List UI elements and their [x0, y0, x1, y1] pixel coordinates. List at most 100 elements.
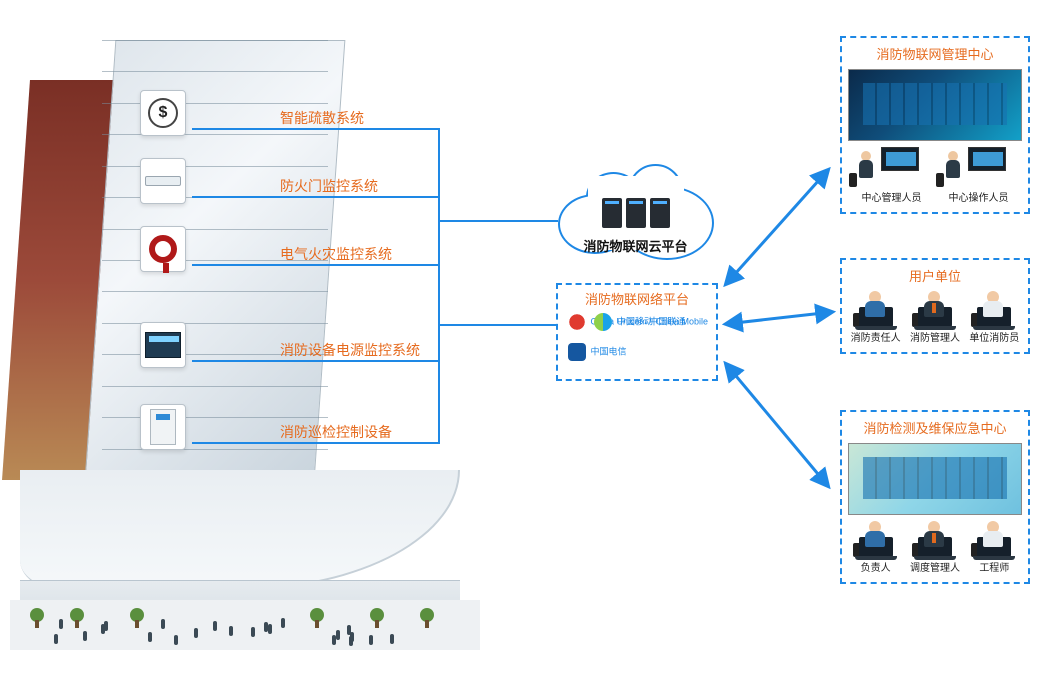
- tree-icon: [70, 608, 84, 622]
- body-icon: [983, 301, 1003, 317]
- body-icon: [924, 301, 944, 317]
- desk-row: 中心管理人员中心操作人员: [848, 147, 1022, 204]
- carrier-cmcc: 中国移动 China Mobile: [594, 313, 708, 331]
- tree-icon: [30, 608, 44, 622]
- panel-title: 消防检测及维保应急中心: [848, 418, 1022, 437]
- desk-figure: [855, 147, 929, 187]
- person-icon: [213, 621, 217, 631]
- role: 消防责任人: [850, 291, 902, 344]
- cloud-label: 消防物联网云平台: [558, 236, 713, 255]
- floor-line: [102, 291, 328, 292]
- floor-line: [102, 103, 328, 104]
- device-power-monitor: [140, 322, 186, 368]
- floor-line: [102, 134, 328, 135]
- floor-line: [102, 417, 328, 418]
- server-icon: [626, 198, 646, 228]
- cmcc-icon: [594, 313, 612, 331]
- exit-dollar-icon: $: [148, 98, 178, 128]
- person-icon: [83, 631, 87, 641]
- role: 消防管理人: [909, 291, 961, 344]
- system-underline: [192, 360, 438, 362]
- person-icon: [390, 634, 394, 644]
- cabinet-icon: [150, 409, 176, 445]
- role-caption: 工程师: [979, 559, 1009, 574]
- floor-line: [102, 323, 328, 324]
- double-arrow: [726, 170, 828, 284]
- phone-icon: [936, 173, 944, 187]
- role-caption: 消防管理人: [910, 329, 960, 344]
- floor-line: [102, 40, 328, 41]
- device-electrical-fire: [140, 226, 186, 272]
- person-icon: [229, 626, 233, 636]
- cloud-platform: 消防物联网云平台: [558, 168, 713, 263]
- system-label: 消防设备电源监控系统: [280, 340, 420, 360]
- person-icon: [161, 619, 165, 629]
- person-icon: [148, 632, 152, 642]
- role-figure: [971, 521, 1017, 557]
- ct-icon: [568, 343, 586, 361]
- system-underline: [192, 442, 438, 444]
- body-icon: [924, 531, 944, 547]
- person-icon: [251, 627, 255, 637]
- role-caption: 调度管理人: [910, 559, 960, 574]
- floor-line: [102, 166, 328, 167]
- role: 中心管理人员: [855, 147, 929, 204]
- role: 单位消防员: [968, 291, 1020, 344]
- panel-title: 用户单位: [848, 266, 1022, 285]
- role-figure: [971, 291, 1017, 327]
- person-icon: [268, 624, 272, 634]
- control-room-screen: [848, 443, 1022, 515]
- desk-figure: [942, 147, 1016, 187]
- person-icon: [54, 634, 58, 644]
- person-icon: [946, 151, 962, 179]
- floor-line: [102, 449, 328, 450]
- monitor-icon: [881, 147, 919, 171]
- person-icon: [859, 151, 875, 179]
- lcd-panel-icon: [145, 332, 181, 358]
- device-smart-evacuation: $: [140, 90, 186, 136]
- role-caption: 单位消防员: [969, 329, 1019, 344]
- tree-icon: [310, 608, 324, 622]
- role: 工程师: [968, 521, 1020, 574]
- role: 调度管理人: [909, 521, 961, 574]
- person-icon: [281, 618, 285, 628]
- system-label: 防火门监控系统: [280, 176, 378, 196]
- role: 负责人: [850, 521, 902, 574]
- system-label: 智能疏散系统: [280, 108, 364, 128]
- person-icon: [174, 635, 178, 645]
- system-label: 消防巡检控制设备: [280, 422, 392, 442]
- phone-icon: [849, 173, 857, 187]
- network-platform-box: 消防物联网络平台 China Unicom 中国联通 中国移动 China Mo…: [556, 283, 718, 381]
- person-icon: [336, 630, 340, 640]
- panel-user: 用户单位消防责任人消防管理人单位消防员: [840, 258, 1030, 354]
- control-room-screen: [848, 69, 1022, 141]
- panel-mgmt: 消防物联网管理中心中心管理人员中心操作人员: [840, 36, 1030, 214]
- double-arrow: [726, 312, 832, 324]
- system-label: 电气火灾监控系统: [280, 244, 392, 264]
- role-figure: [912, 291, 958, 327]
- carrier-label: 中国电信: [591, 346, 627, 356]
- door-bar-icon: [145, 176, 181, 186]
- role-figure: [853, 521, 899, 557]
- tree-icon: [370, 608, 384, 622]
- panel-maint: 消防检测及维保应急中心负责人 调度管理人 工程师: [840, 410, 1030, 584]
- person-icon: [194, 628, 198, 638]
- double-arrow: [726, 364, 828, 486]
- unicom-icon: [568, 313, 586, 331]
- server-icon: [650, 198, 670, 228]
- floor-line: [102, 71, 328, 72]
- trunk-vertical: [438, 128, 440, 444]
- system-underline: [192, 128, 438, 130]
- carrier-ct: 中国电信: [568, 343, 627, 361]
- server-icon: [602, 198, 622, 228]
- panel-title: 消防物联网管理中心: [848, 44, 1022, 63]
- role-caption: 负责人: [861, 559, 891, 574]
- network-platform-title: 消防物联网络平台: [558, 285, 716, 308]
- system-underline: [192, 264, 438, 266]
- person-icon: [347, 625, 351, 635]
- building-plaza: [10, 600, 480, 650]
- role-figure: [912, 521, 958, 557]
- building-podium-curve: [20, 470, 460, 590]
- floor-line: [102, 386, 328, 387]
- trunk-to-network: [438, 324, 556, 326]
